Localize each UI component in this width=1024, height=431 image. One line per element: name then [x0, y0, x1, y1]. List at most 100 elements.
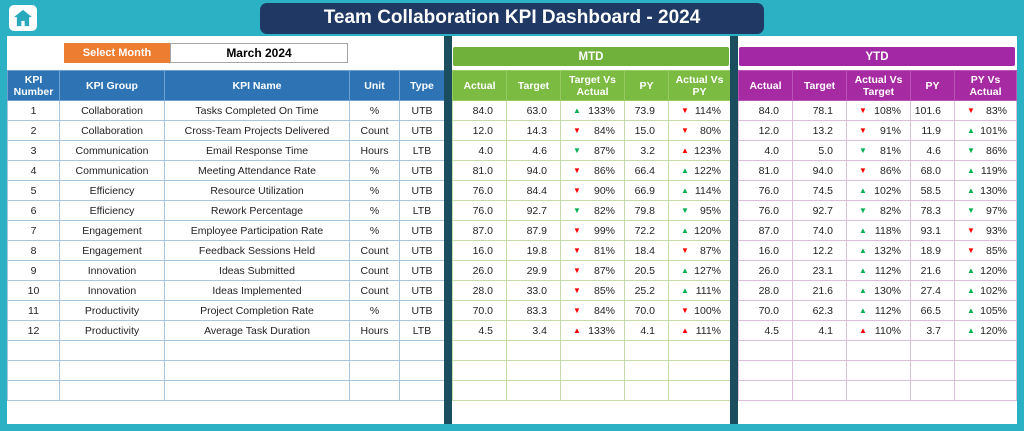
ytd-py-vs-actual: ▲ 101%: [954, 120, 1017, 141]
trend-up-icon: ▲: [967, 325, 975, 335]
home-button[interactable]: [9, 5, 37, 31]
col-header-mtd-target-vs-actual: Target Vs Actual: [560, 70, 625, 101]
mtd-py: 73.9: [624, 100, 669, 121]
mtd-target-vs-actual: ▲ 133%: [560, 100, 625, 121]
mtd-target: 84.4: [506, 180, 561, 201]
trend-value: 127%: [694, 264, 721, 277]
ytd-target: 62.3: [792, 300, 847, 321]
kpi-group: Efficiency: [59, 180, 165, 201]
empty-cell: [668, 340, 731, 361]
kpi-group: Engagement: [59, 240, 165, 261]
kpi-number: 8: [7, 240, 60, 261]
mtd-py: 66.4: [624, 160, 669, 181]
kpi-row: 12 Productivity Average Task Duration Hours…: [7, 320, 445, 341]
kpi-group: Innovation: [59, 280, 165, 301]
ytd-target: 74.5: [792, 180, 847, 201]
trend-up-icon: ▲: [967, 305, 975, 315]
empty-cell: [792, 360, 847, 381]
kpi-name: Average Task Duration: [164, 320, 350, 341]
mtd-actual: 81.0: [452, 160, 507, 181]
empty-row: [738, 340, 1017, 361]
ytd-py: 21.6: [910, 260, 955, 281]
trend-down-icon: ▼: [573, 265, 581, 275]
kpi-number: 4: [7, 160, 60, 181]
empty-cell: [452, 360, 507, 381]
ytd-row: 28.0 21.6 ▲ 130% 27.4 ▲ 102%: [738, 280, 1017, 301]
kpi-table: KPI Number KPI Group KPI Name Unit Type …: [7, 70, 445, 401]
empty-cell: [506, 380, 561, 401]
trend-value: 119%: [980, 164, 1007, 177]
trend-value: 114%: [694, 184, 721, 197]
empty-cell: [349, 380, 400, 401]
trend-value: 81%: [593, 244, 615, 257]
trend-up-icon: ▲: [967, 285, 975, 295]
selected-month-box[interactable]: March 2024: [170, 43, 348, 63]
trend-value: 122%: [694, 164, 721, 177]
kpi-row: 1 Collaboration Tasks Completed On Time% UT…: [7, 100, 445, 121]
trend-up-icon: ▲: [859, 245, 867, 255]
trend-value: 86%: [985, 144, 1007, 157]
empty-cell: [624, 360, 669, 381]
empty-cell: [560, 360, 625, 381]
mtd-target: 94.0: [506, 160, 561, 181]
kpi-row: 10 Innovation Ideas Implemented Count UTB: [7, 280, 445, 301]
ytd-py: 3.7: [910, 320, 955, 341]
trend-value: 93%: [985, 224, 1007, 237]
mtd-row: 87.0 87.9 ▼ 99% 72.2 ▲ 120%: [452, 220, 731, 241]
mtd-row: 76.0 84.4 ▼ 90% 66.9 ▲ 114%: [452, 180, 731, 201]
trend-down-icon: ▼: [573, 125, 581, 135]
trend-down-icon: ▼: [573, 225, 581, 235]
trend-value: 130%: [980, 184, 1007, 197]
mtd-target-vs-actual: ▼ 84%: [560, 300, 625, 321]
kpi-number: 3: [7, 140, 60, 161]
empty-cell: [7, 340, 60, 361]
ytd-row: 84.0 78.1 ▼ 108% 101.6 ▼ 83%: [738, 100, 1017, 121]
trend-down-icon: ▼: [573, 145, 581, 155]
kpi-row: 7 Engagement Employee Participation Rate% U…: [7, 220, 445, 241]
trend-up-icon: ▲: [859, 185, 867, 195]
col-header-ytd-py-vs-actual: PY Vs Actual: [954, 70, 1017, 101]
select-month-button[interactable]: Select Month: [64, 43, 170, 63]
mtd-target-vs-actual: ▼ 87%: [560, 140, 625, 161]
dashboard-content: Select Month March 2024 KPI Number KPI G…: [7, 36, 1017, 424]
trend-down-icon: ▼: [681, 125, 689, 135]
empty-cell: [560, 380, 625, 401]
empty-cell: [846, 360, 911, 381]
ytd-actual: 70.0: [738, 300, 793, 321]
mtd-row: 12.0 14.3 ▼ 84% 15.0 ▼ 80%: [452, 120, 731, 141]
mtd-row: 26.0 29.9 ▼ 87% 20.5 ▲ 127%: [452, 260, 731, 281]
ytd-actual-vs-target: ▼ 82%: [846, 200, 911, 221]
trend-down-icon: ▼: [681, 205, 689, 215]
kpi-row: 3 Communication Email Response Time Hours LT…: [7, 140, 445, 161]
kpi-type: UTB: [399, 280, 445, 301]
empty-cell: [846, 340, 911, 361]
ytd-py-vs-actual: ▼ 97%: [954, 200, 1017, 221]
trend-up-icon: ▲: [859, 265, 867, 275]
ytd-py-vs-actual: ▲ 102%: [954, 280, 1017, 301]
kpi-name: Ideas Implemented: [164, 280, 350, 301]
ytd-py-vs-actual: ▼ 85%: [954, 240, 1017, 261]
mtd-py: 15.0: [624, 120, 669, 141]
ytd-py: 93.1: [910, 220, 955, 241]
empty-cell: [7, 360, 60, 381]
trend-value: 120%: [980, 264, 1007, 277]
kpi-type: LTB: [399, 140, 445, 161]
trend-value: 82%: [879, 204, 901, 217]
kpi-type: UTB: [399, 300, 445, 321]
mtd-actual-vs-py: ▲ 120%: [668, 220, 731, 241]
col-header-type: Type: [399, 70, 445, 101]
mtd-target-vs-actual: ▼ 90%: [560, 180, 625, 201]
mtd-target: 19.8: [506, 240, 561, 261]
trend-value: 95%: [699, 204, 721, 217]
trend-up-icon: ▲: [967, 125, 975, 135]
empty-cell: [910, 380, 955, 401]
mtd-actual: 87.0: [452, 220, 507, 241]
kpi-name: Email Response Time: [164, 140, 350, 161]
empty-cell: [738, 380, 793, 401]
ytd-actual: 84.0: [738, 100, 793, 121]
trend-down-icon: ▼: [573, 205, 581, 215]
empty-cell: [349, 360, 400, 381]
empty-cell: [624, 380, 669, 401]
mtd-title-band: MTD: [453, 47, 729, 66]
empty-cell: [560, 340, 625, 361]
